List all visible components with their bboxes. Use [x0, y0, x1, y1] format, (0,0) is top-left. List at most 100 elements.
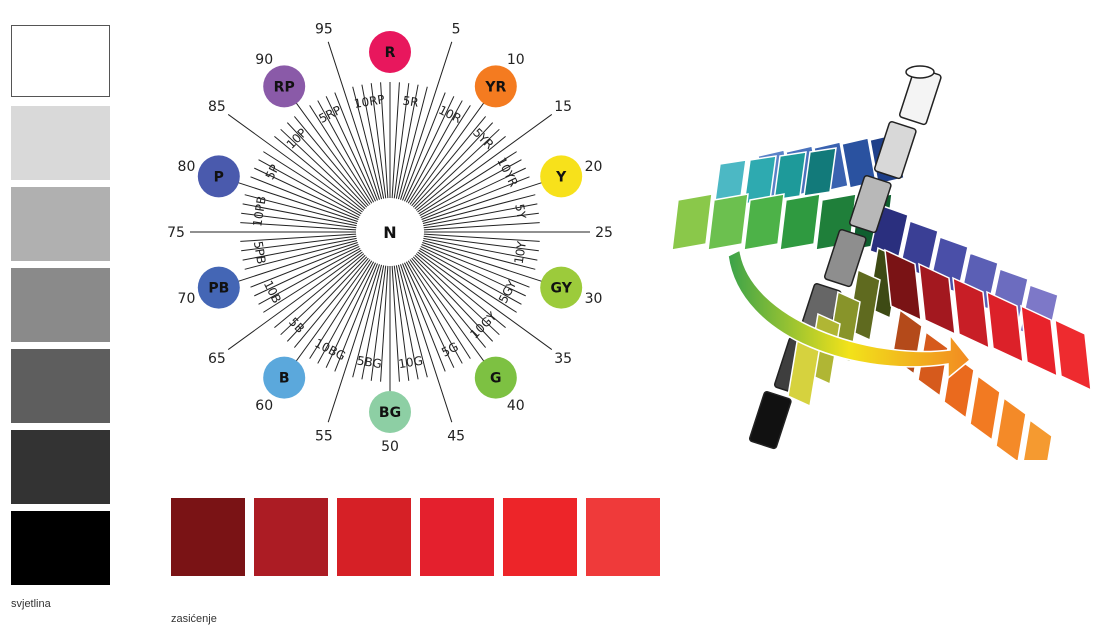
value-swatch — [11, 106, 110, 180]
chroma-swatch — [254, 498, 328, 576]
hue-spoke — [414, 128, 500, 210]
ring-label: 5BG — [356, 354, 383, 372]
hue-spoke — [415, 136, 506, 211]
pole-segment — [873, 121, 917, 180]
hue-circle — [540, 266, 583, 309]
hue-circle — [540, 155, 583, 198]
degree-label: 15 — [554, 99, 572, 115]
hue-spoke — [370, 83, 387, 199]
degree-label: 30 — [585, 291, 603, 307]
ring-label: 5B — [286, 315, 307, 336]
hue-spoke — [240, 233, 357, 242]
hue-spoke — [380, 265, 389, 382]
hue-spoke — [227, 251, 363, 350]
hue-spoke — [309, 105, 373, 204]
hue-spoke — [397, 86, 428, 200]
ring-label: 10Y — [512, 240, 529, 265]
hue-spoke — [405, 261, 463, 364]
hue-spoke — [404, 96, 455, 202]
solid-chip — [779, 193, 821, 251]
hue-spoke — [380, 82, 389, 199]
hue-spoke — [391, 82, 400, 199]
hue-spoke — [250, 176, 359, 220]
hue-spoke — [411, 257, 486, 348]
hue-spoke — [397, 264, 428, 378]
degree-label: 65 — [208, 351, 226, 367]
degree-label: 40 — [507, 398, 525, 414]
hue-spoke — [402, 263, 446, 372]
degree-label: 20 — [585, 159, 603, 175]
degree-label: 50 — [381, 439, 399, 455]
solid-chip — [884, 248, 922, 322]
hue-spoke — [415, 253, 506, 328]
hue-circle — [197, 266, 240, 309]
hue-spoke — [423, 222, 540, 231]
hue-circle — [474, 356, 517, 399]
hue-spoke — [417, 114, 553, 213]
solid-chip — [986, 290, 1024, 364]
hue-spoke — [352, 86, 383, 200]
hue-spoke — [317, 261, 375, 364]
hue-spoke — [400, 264, 453, 423]
hue-spoke — [274, 253, 365, 328]
hue-spoke — [242, 237, 357, 261]
hue-spoke — [280, 128, 366, 210]
hue-label: PB — [208, 281, 229, 297]
hue-circle — [369, 391, 411, 433]
degree-label: 60 — [255, 398, 273, 414]
hue-spoke — [423, 235, 539, 252]
pole-segment — [848, 175, 892, 234]
hue-spoke — [423, 237, 538, 261]
value-caption: svjetlina — [11, 598, 51, 610]
hue-spoke — [418, 249, 517, 313]
hue-spoke — [418, 151, 517, 215]
hue-spoke — [400, 41, 453, 200]
hue-spoke — [407, 105, 471, 204]
hue-spoke — [327, 264, 380, 423]
hue-spoke — [241, 235, 357, 252]
ring-label: 10GY — [467, 309, 500, 342]
neutral-label: N — [383, 223, 396, 242]
ring-label: 5PB — [251, 240, 268, 265]
hue-spoke — [423, 203, 538, 227]
hue-spoke — [294, 116, 369, 207]
hue-spoke — [421, 176, 530, 220]
pole-segment — [748, 391, 792, 450]
hue-spoke — [422, 194, 536, 225]
hue-spoke — [402, 92, 446, 201]
hue-spoke — [334, 92, 378, 201]
hue-label: R — [385, 45, 396, 61]
hue-spoke — [422, 239, 536, 270]
hue-label: RP — [274, 79, 295, 95]
chroma-swatch — [337, 498, 411, 576]
hue-label: YR — [484, 79, 506, 95]
degree-label: 55 — [315, 429, 333, 445]
hue-spoke — [421, 244, 530, 288]
hue-spoke — [393, 265, 410, 381]
hue-label: Y — [555, 169, 567, 185]
value-swatch — [11, 25, 110, 97]
pole-cap — [905, 65, 935, 79]
degree-label: 90 — [255, 52, 273, 68]
chroma-swatch — [171, 498, 245, 576]
hue-spoke — [258, 247, 361, 305]
hue-label: G — [490, 371, 502, 387]
hue-spoke — [352, 264, 383, 378]
hue-spoke — [412, 122, 494, 208]
color-solid — [671, 65, 1092, 460]
ring-label: 5P — [263, 162, 282, 182]
hue-spoke — [414, 254, 500, 336]
solid-chip — [952, 276, 990, 350]
hue-spoke — [393, 83, 410, 199]
ring-label: 10PB — [250, 195, 269, 228]
chroma-swatch — [586, 498, 660, 576]
hue-spoke — [254, 246, 360, 297]
solid-chip — [671, 193, 713, 251]
pole-segment — [823, 229, 867, 288]
degree-label: 70 — [178, 291, 196, 307]
hue-spoke — [395, 265, 419, 380]
hue-spoke — [263, 151, 362, 215]
hue-spoke — [280, 254, 366, 336]
degree-label: 75 — [167, 225, 185, 241]
hue-circle — [263, 356, 306, 399]
